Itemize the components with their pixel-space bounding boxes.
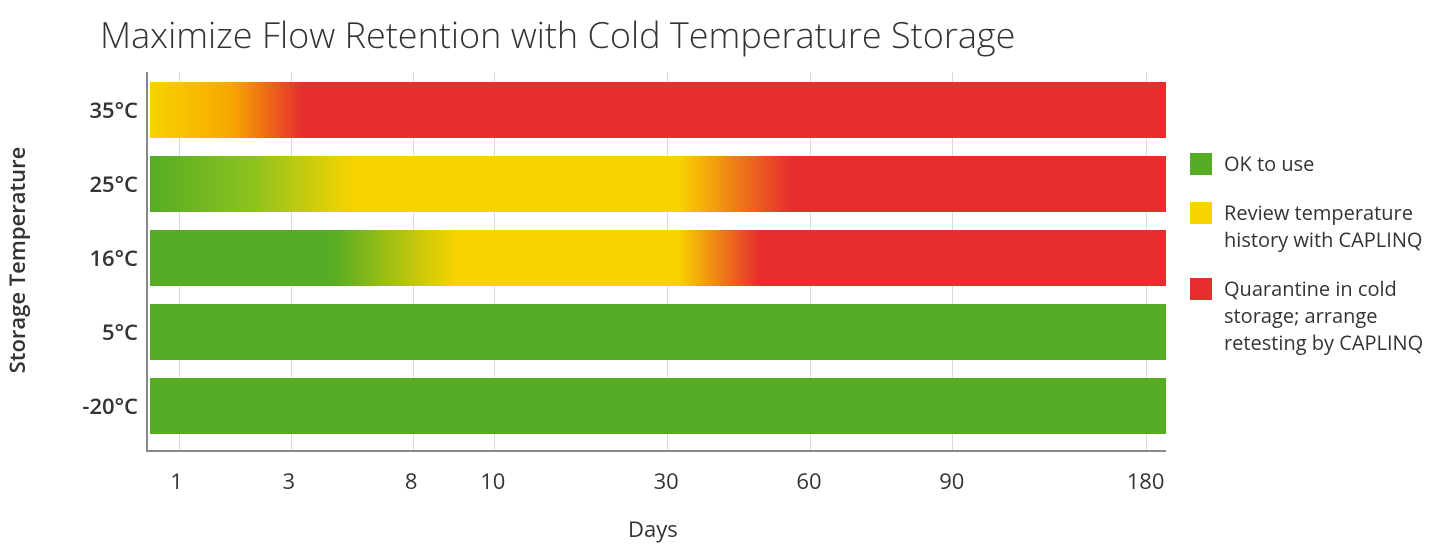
chart-title: Maximize Flow Retention with Cold Temper… — [100, 10, 1015, 59]
legend-item: Review temperature history with CAPLINQ — [1190, 199, 1440, 253]
legend-swatch — [1190, 278, 1212, 300]
x-axis-title: Days — [628, 514, 678, 544]
legend-swatch — [1190, 153, 1212, 175]
legend-label: Quarantine in cold storage; arrange rete… — [1224, 275, 1440, 356]
plot-area — [146, 72, 1166, 452]
x-tick-label: 90 — [939, 466, 964, 496]
legend-item: Quarantine in cold storage; arrange rete… — [1190, 275, 1440, 356]
temperature-bar — [150, 378, 1166, 434]
flow-retention-chart: Maximize Flow Retention with Cold Temper… — [0, 0, 1452, 552]
x-tick-label: 30 — [654, 466, 679, 496]
temperature-bar — [150, 82, 1166, 138]
y-tick-label: -20°C — [28, 378, 138, 434]
y-tick-label: 25°C — [28, 156, 138, 212]
temperature-bar — [150, 156, 1166, 212]
x-tick-label: 60 — [796, 466, 821, 496]
x-tick-label: 3 — [283, 466, 296, 496]
x-tick-label: 1 — [170, 466, 183, 496]
y-tick-label: 5°C — [28, 304, 138, 360]
y-axis-title: Storage Temperature — [2, 33, 32, 260]
temperature-bar — [150, 304, 1166, 360]
legend-label: Review temperature history with CAPLINQ — [1224, 199, 1440, 253]
temperature-bar — [150, 230, 1166, 286]
x-tick-label: 180 — [1127, 466, 1165, 496]
x-tick-label: 8 — [405, 466, 418, 496]
legend-item: OK to use — [1190, 150, 1440, 177]
legend-swatch — [1190, 202, 1212, 224]
legend-label: OK to use — [1224, 150, 1314, 177]
y-tick-label: 35°C — [28, 82, 138, 138]
x-tick-label: 10 — [480, 466, 505, 496]
y-tick-label: 16°C — [28, 230, 138, 286]
legend: OK to use Review temperature history with… — [1190, 150, 1440, 378]
